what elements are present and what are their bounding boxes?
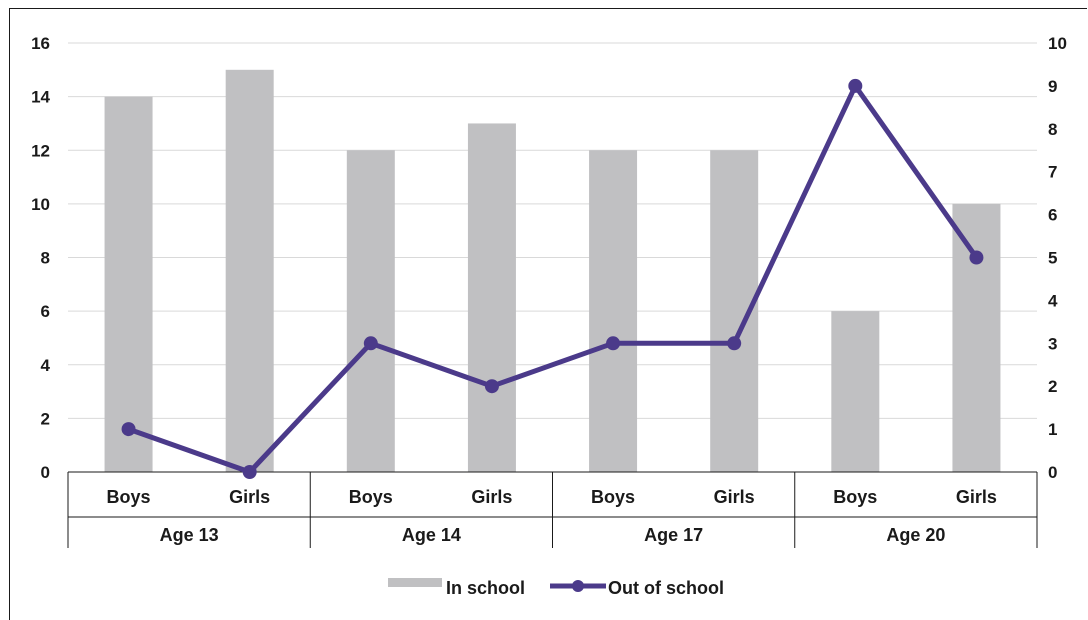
y-right-tick-label: 4 [1048, 291, 1058, 310]
legend-marker-out-of-school [572, 580, 584, 592]
y-right-tick-label: 2 [1048, 377, 1057, 396]
x-group-label: Age 13 [160, 525, 219, 545]
bar [104, 96, 153, 472]
x-tick-label: Girls [714, 487, 755, 507]
bar [225, 69, 274, 472]
legend-label-out-of-school: Out of school [608, 578, 724, 598]
line-point [363, 336, 378, 351]
legend-label-in-school: In school [446, 578, 525, 598]
line-point [606, 336, 621, 351]
bar [589, 150, 638, 472]
line-point [848, 78, 863, 93]
x-group-label: Age 14 [402, 525, 461, 545]
y-right-tick-label: 5 [1048, 249, 1057, 268]
x-tick-label: Girls [956, 487, 997, 507]
y-left-tick-label: 6 [41, 302, 50, 321]
y-right-tick-label: 7 [1048, 163, 1057, 182]
y-left-tick-label: 14 [31, 88, 50, 107]
line-point [484, 379, 499, 394]
y-left-tick-label: 12 [31, 141, 50, 160]
line-point [121, 422, 136, 437]
y-left-tick-label: 0 [41, 463, 50, 482]
y-right-tick-label: 9 [1048, 77, 1057, 96]
x-tick-label: Boys [591, 487, 635, 507]
line-point [969, 250, 984, 265]
bar [952, 203, 1001, 472]
y-right-tick-label: 10 [1048, 34, 1067, 53]
line-point [727, 336, 742, 351]
chart-frame [9, 8, 1087, 620]
line-point [242, 465, 257, 479]
bar [346, 150, 395, 472]
y-right-tick-label: 0 [1048, 463, 1057, 482]
y-left-tick-label: 2 [41, 409, 50, 428]
y-right-tick-label: 3 [1048, 334, 1057, 353]
y-left-tick-label: 16 [31, 34, 50, 53]
x-group-label: Age 17 [644, 525, 703, 545]
y-right-tick-label: 8 [1048, 120, 1057, 139]
x-tick-label: Girls [229, 487, 270, 507]
series-line [127, 83, 979, 475]
x-tick-label: Boys [349, 487, 393, 507]
y-left-tick-label: 10 [31, 195, 50, 214]
y-left-tick-label: 8 [41, 249, 50, 268]
y-right-tick-label: 6 [1048, 206, 1057, 225]
x-tick-label: Boys [107, 487, 151, 507]
x-group-label: Age 20 [886, 525, 945, 545]
y-right-tick-label: 1 [1048, 420, 1057, 439]
legend-swatch-in-school [388, 578, 442, 587]
x-tick-label: Girls [471, 487, 512, 507]
x-tick-label: Boys [833, 487, 877, 507]
bar [467, 123, 516, 472]
y-left-tick-label: 4 [41, 356, 51, 375]
bar [831, 311, 880, 472]
